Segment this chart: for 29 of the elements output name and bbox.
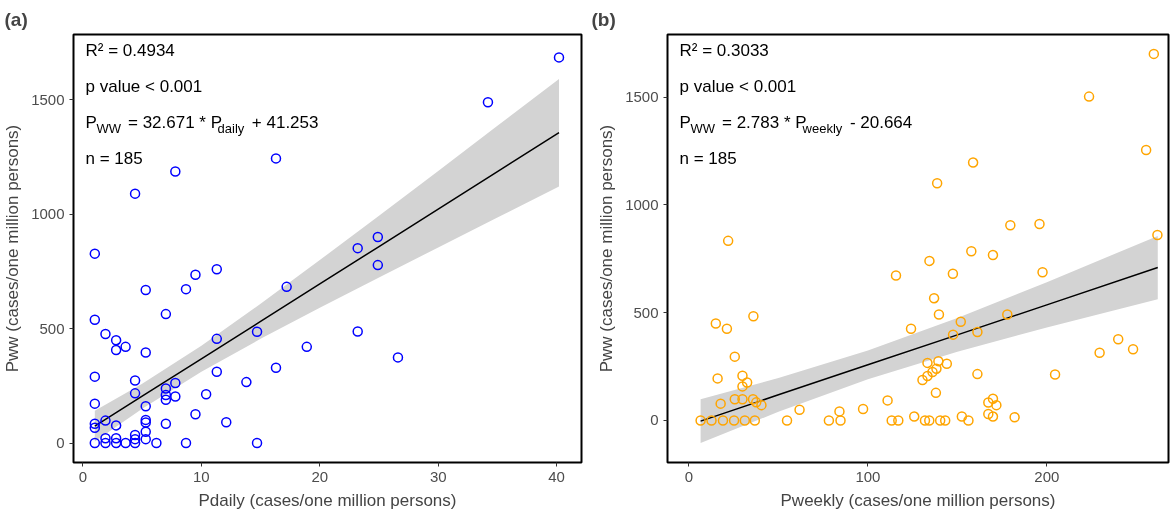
y-tick-label: 1500 <box>625 88 659 106</box>
line-series <box>699 266 1159 422</box>
y-tick-label: 1000 <box>625 195 659 213</box>
x-tick-label: 40 <box>548 467 565 485</box>
x-tick-label: 0 <box>78 467 88 485</box>
x-tick-label: 0 <box>684 467 694 485</box>
annotation: p value < 0.001 <box>85 77 203 96</box>
chart-title: (b) <box>591 8 616 30</box>
y-tick-label: 500 <box>633 303 659 321</box>
annotation: R² = 0.4934 <box>85 41 175 60</box>
x-tick-label: 100 <box>855 467 881 485</box>
y-tick-label: 1000 <box>31 205 65 223</box>
x-axis-title: Pdaily (cases/one million persons) <box>198 490 457 510</box>
y-tick-label: 0 <box>56 434 65 452</box>
y-tick-label: 0 <box>650 411 659 429</box>
x-tick-label: 200 <box>1034 467 1060 485</box>
annotation: R² = 0.3033 <box>679 41 769 60</box>
y-tick-label: 1500 <box>31 90 65 108</box>
x-tick-label: 10 <box>193 467 210 485</box>
y-axis-title: Pww (cases/one million persons) <box>3 124 23 373</box>
x-axis-title: Pweekly (cases/one million persons) <box>780 490 1056 510</box>
y-tick-label: 500 <box>39 319 65 337</box>
chart-title: (a) <box>4 8 28 30</box>
y-axis-title: Pww (cases/one million persons) <box>597 124 617 373</box>
x-tick-label: 30 <box>429 467 447 485</box>
annotation: p value < 0.001 <box>679 77 797 96</box>
x-tick-label: 20 <box>311 467 329 485</box>
annotation: n = 185 <box>85 149 143 168</box>
annotation: n = 185 <box>679 149 737 168</box>
